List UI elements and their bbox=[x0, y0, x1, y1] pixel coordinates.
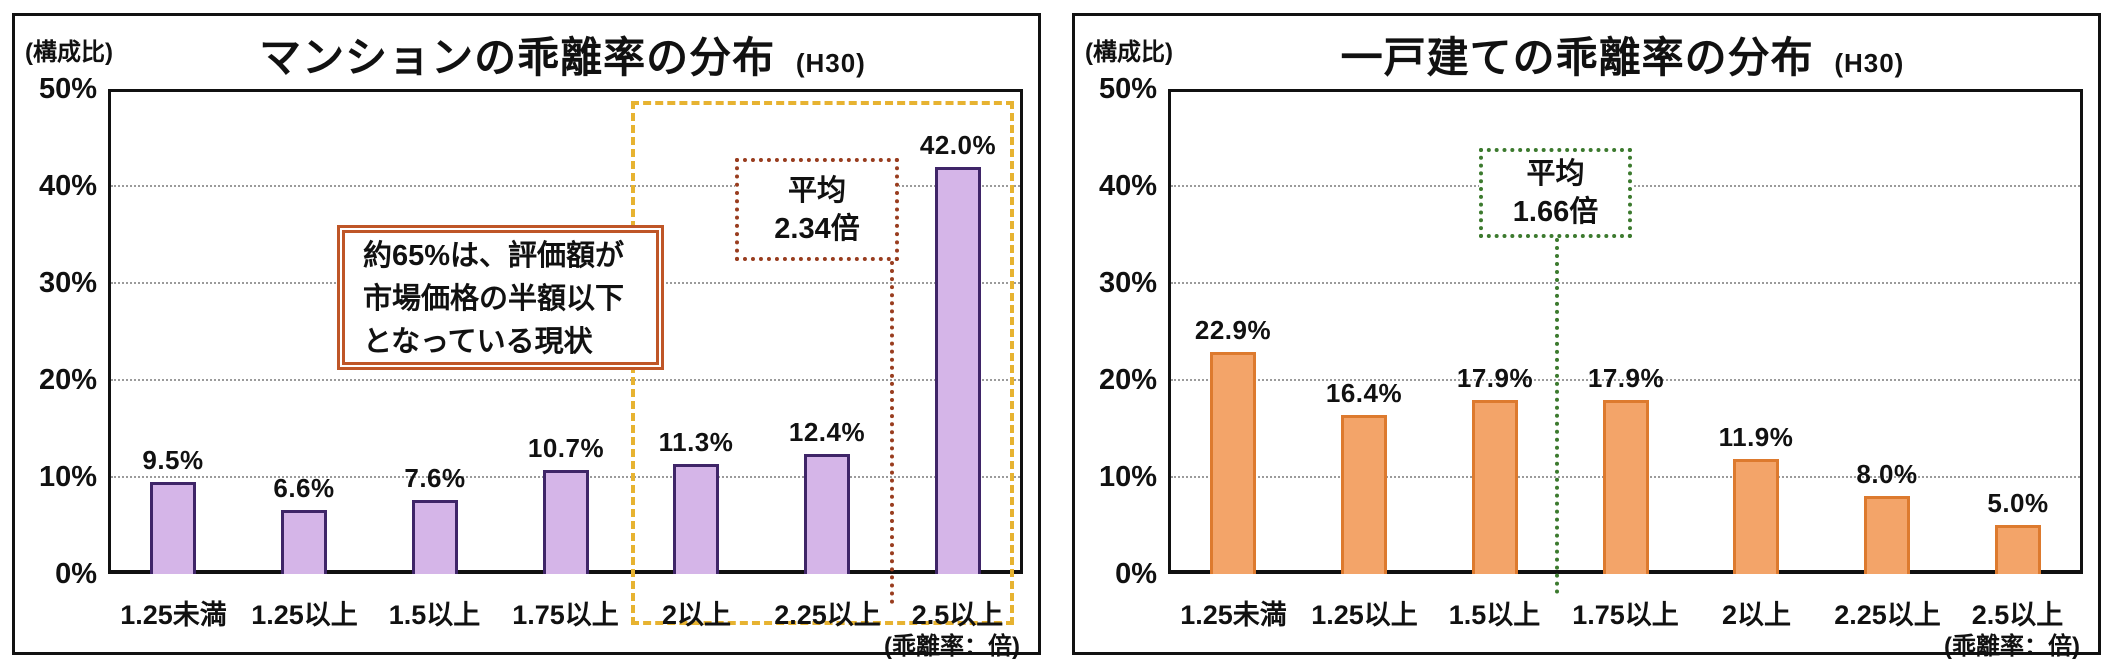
note-text-line: 約65%は、評価額が bbox=[363, 240, 625, 272]
bar-value-label: 22.9% bbox=[1194, 315, 1272, 345]
chart-title-era: (H30) bbox=[1834, 48, 1905, 78]
bar-1.25未満 bbox=[1210, 352, 1256, 574]
y-tick-label: 50% bbox=[1098, 73, 1157, 105]
gridline-20% bbox=[1171, 379, 2080, 381]
bar-value-label: 11.3% bbox=[658, 427, 734, 457]
bar-1.25以上 bbox=[281, 510, 327, 574]
bar-1.25以上 bbox=[1341, 415, 1387, 574]
bar-value-label: 17.9% bbox=[1587, 363, 1665, 393]
y-tick-label: 50% bbox=[38, 73, 97, 105]
chart-panel-detached-house: (構成比) 一戸建ての乖離率の分布 (H30) (乖離率：倍) 0% 10% 20%… bbox=[1072, 13, 2101, 660]
mean-label-line1: 平均 bbox=[1526, 158, 1585, 190]
x-tick-label: 1.75以上 bbox=[1572, 600, 1679, 630]
note-annotation-box: 約65%は、評価額が 市場価格の半額以下 となっている現状 bbox=[337, 225, 664, 370]
x-tick-label: 1.5以上 bbox=[1448, 600, 1541, 630]
y-tick-label: 20% bbox=[1098, 364, 1157, 396]
mean-label-line2: 2.34倍 bbox=[774, 212, 860, 245]
x-tick-label: 2.5以上 bbox=[911, 600, 1004, 630]
y-tick-label: 0% bbox=[1115, 558, 1157, 590]
bar-value-label: 42.0% bbox=[919, 130, 997, 160]
bar-2以上 bbox=[673, 464, 719, 574]
chart-panel-mansion: (構成比) マンションの乖離率の分布 (H30) (乖離率：倍) 0% 10% 20… bbox=[12, 13, 1041, 660]
bar-value-label: 17.9% bbox=[1456, 363, 1534, 393]
x-tick-label: 2以上 bbox=[661, 600, 732, 630]
bar-value-label: 9.5% bbox=[142, 445, 204, 475]
bar-2.25以上 bbox=[804, 454, 850, 574]
bar-2.5以上 bbox=[1995, 525, 2041, 574]
gridline-20% bbox=[111, 379, 1020, 381]
mean-dotted-line bbox=[1555, 238, 1559, 594]
y-axis-unit-label: (構成比) bbox=[25, 39, 113, 66]
bar-value-label: 7.6% bbox=[404, 463, 466, 493]
bar-value-label: 6.6% bbox=[273, 473, 335, 503]
x-tick-label: 2.25以上 bbox=[774, 600, 881, 630]
bar-value-label: 16.4% bbox=[1325, 378, 1403, 408]
y-tick-label: 30% bbox=[1098, 267, 1157, 299]
mean-annotation-box: 平均 2.34倍 bbox=[735, 158, 899, 261]
chart-title-text: 一戸建ての乖離率の分布 bbox=[1340, 34, 1814, 81]
y-tick-label: 40% bbox=[1098, 170, 1157, 202]
x-axis-unit-label: (乖離率：倍) bbox=[1944, 633, 2080, 660]
x-tick-label: 1.75以上 bbox=[512, 600, 619, 630]
mean-label-line2: 1.66倍 bbox=[1512, 196, 1599, 228]
y-tick-label: 30% bbox=[38, 267, 97, 299]
x-tick-label: 2.5以上 bbox=[1971, 600, 2064, 630]
mean-dotted-line bbox=[890, 261, 894, 604]
note-text-line: 市場価格の半額以下 bbox=[363, 283, 625, 315]
x-tick-label: 2以上 bbox=[1721, 600, 1792, 630]
chart-title: 一戸建ての乖離率の分布 (H30) bbox=[1165, 24, 2080, 85]
bar-1.25未満 bbox=[150, 482, 196, 574]
bar-value-label: 10.7% bbox=[527, 433, 605, 463]
bar-value-label: 12.4% bbox=[788, 417, 866, 447]
x-axis-unit-label: (乖離率：倍) bbox=[884, 633, 1020, 660]
bar-value-label: 5.0% bbox=[1987, 488, 2049, 518]
y-tick-label: 20% bbox=[38, 364, 97, 396]
mean-annotation-box: 平均 1.66倍 bbox=[1479, 148, 1632, 238]
y-axis-unit-label: (構成比) bbox=[1085, 39, 1173, 66]
bar-value-label: 8.0% bbox=[1856, 459, 1918, 489]
bar-value-label: 11.9% bbox=[1718, 422, 1794, 452]
chart-title: マンションの乖離率の分布 (H30) bbox=[105, 24, 1020, 85]
x-tick-label: 1.25以上 bbox=[251, 600, 358, 630]
y-tick-label: 10% bbox=[38, 461, 97, 493]
bar-2以上 bbox=[1733, 459, 1779, 574]
note-text-line: となっている現状 bbox=[363, 326, 593, 358]
bar-2.5以上 bbox=[935, 167, 981, 574]
x-tick-label: 1.25以上 bbox=[1311, 600, 1418, 630]
bar-1.75以上 bbox=[543, 470, 589, 574]
y-tick-label: 10% bbox=[1098, 461, 1157, 493]
chart-title-text: マンションの乖離率の分布 bbox=[259, 34, 776, 81]
bar-1.5以上 bbox=[412, 500, 458, 574]
x-tick-label: 1.25未満 bbox=[1180, 600, 1287, 630]
x-tick-label: 1.25未満 bbox=[120, 600, 227, 630]
gridline-40% bbox=[111, 185, 1020, 187]
y-tick-label: 40% bbox=[38, 170, 97, 202]
x-tick-label: 2.25以上 bbox=[1834, 600, 1941, 630]
bar-1.75以上 bbox=[1603, 400, 1649, 574]
bar-2.25以上 bbox=[1864, 496, 1910, 574]
x-tick-label: 1.5以上 bbox=[388, 600, 481, 630]
bar-1.5以上 bbox=[1472, 400, 1518, 574]
gridline-30% bbox=[1171, 282, 2080, 284]
y-tick-label: 0% bbox=[55, 558, 97, 590]
chart-title-era: (H30) bbox=[795, 48, 866, 78]
mean-label-line1: 平均 bbox=[787, 174, 846, 207]
